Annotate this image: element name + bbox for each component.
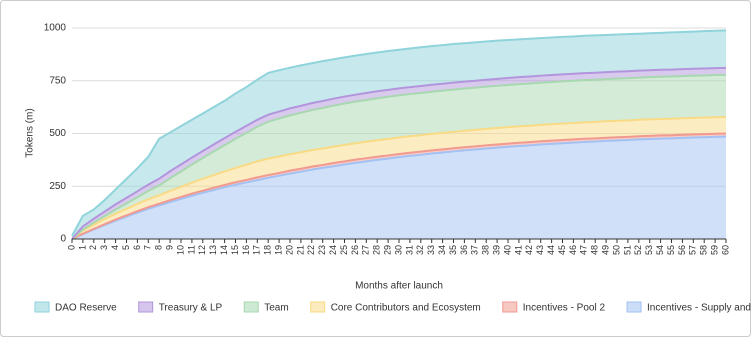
x-tick-label: 53 [644,245,654,255]
legend-swatch [34,301,50,313]
x-tick-label: 9 [164,245,174,250]
x-tick-label: 48 [590,245,600,255]
legend-item: Treasury & LP [138,301,223,314]
x-tick-label: 21 [295,245,305,255]
x-tick-label: 60 [720,245,730,255]
legend-item: Incentives - Pool 2 [502,301,606,314]
area [72,74,726,239]
x-tick-label: 3 [99,245,109,250]
x-tick-label: 58 [699,245,709,255]
x-tick-label: 17 [252,245,262,255]
legend-item: Incentives - Supply and Borrowers [626,301,751,314]
x-tick-label: 24 [328,245,338,255]
x-tick-label: 41 [513,245,523,255]
area [72,117,726,239]
x-tick-label: 23 [317,245,327,255]
x-tick-label: 59 [709,245,719,255]
x-tick-label: 20 [284,245,294,255]
x-tick-label: 32 [415,245,425,255]
area [72,136,726,239]
x-tick-label: 25 [339,245,349,255]
area [72,30,726,239]
x-tick-label: 8 [154,245,164,250]
x-tick-label: 2 [88,245,98,250]
x-tick-label: 22 [306,245,316,255]
y-tick-label: 250 [49,181,66,192]
x-tick-label: 30 [393,245,403,255]
x-tick-label: 28 [372,245,382,255]
area-line [71,135,727,240]
x-tick-label: 35 [448,245,458,255]
legend-swatch [502,301,518,313]
legend-label: DAO Reserve [55,303,117,314]
x-tick-label: 4 [110,245,120,250]
area-line [71,29,727,237]
y-axis-title: Tokens (m) [25,108,36,157]
x-tick-label: 0 [66,245,76,250]
x-tick-label: 50 [611,245,621,255]
legend-label: Team [264,303,288,314]
x-tick-label: 52 [633,245,643,255]
legend-label: Incentives - Pool 2 [523,303,606,314]
x-tick-label: 16 [241,245,251,255]
x-tick-label: 18 [263,245,273,255]
y-tick-label: 500 [49,128,66,139]
area-line [71,132,727,240]
x-tick-label: 13 [208,245,218,255]
x-tick-label: 47 [579,245,589,255]
x-tick-label: 42 [524,245,534,255]
x-tick-label: 54 [655,245,665,255]
x-tick-label: 45 [557,245,567,255]
legend-item: Team [243,301,289,314]
x-tick-label: 44 [546,245,556,255]
legend-label: Core Contributors and Ecosystem [331,303,481,314]
x-tick-label: 46 [568,245,578,255]
x-tick-label: 51 [622,245,632,255]
x-tick-label: 27 [361,245,371,255]
legend-item: DAO Reserve [34,301,117,314]
x-tick-label: 57 [688,245,698,255]
x-tick-label: 39 [491,245,501,255]
area-line [71,73,727,240]
legend-swatch [626,301,642,313]
x-tick-label: 43 [535,245,545,255]
area-line [71,116,727,240]
legend-label: Treasury & LP [159,303,223,314]
y-tick-label: 0 [60,234,66,245]
x-tick-label: 49 [600,245,610,255]
x-tick-label: 5 [121,245,131,250]
area-line [71,66,727,240]
x-tick-label: 6 [132,245,142,250]
legend-label: Incentives - Supply and Borrowers [647,303,751,314]
x-tick-label: 19 [273,245,283,255]
x-tick-label: 33 [426,245,436,255]
legend-item: Core Contributors and Ecosystem [310,301,481,314]
area [72,67,726,239]
x-tick-label: 10 [175,245,185,255]
legend-swatch [310,301,326,313]
x-tick-label: 40 [502,245,512,255]
legend-swatch [243,301,259,313]
x-tick-label: 36 [459,245,469,255]
x-tick-label: 34 [437,245,447,255]
x-tick-label: 37 [470,245,480,255]
x-tick-label: 29 [382,245,392,255]
x-tick-label: 55 [666,245,676,255]
x-tick-label: 15 [230,245,240,255]
x-axis-title: Months after launch [355,281,443,292]
x-tick-label: 14 [219,245,229,255]
y-tick-label: 1000 [44,23,67,34]
y-tick-label: 750 [49,75,66,86]
x-tick-label: 11 [186,245,196,254]
x-tick-label: 31 [404,245,414,255]
x-tick-label: 12 [197,245,207,255]
x-tick-label: 26 [350,245,360,255]
x-tick-label: 7 [143,245,153,250]
legend-swatch [138,301,154,313]
x-tick-label: 56 [677,245,687,255]
x-tick-label: 1 [77,245,87,250]
x-tick-label: 38 [481,245,491,255]
